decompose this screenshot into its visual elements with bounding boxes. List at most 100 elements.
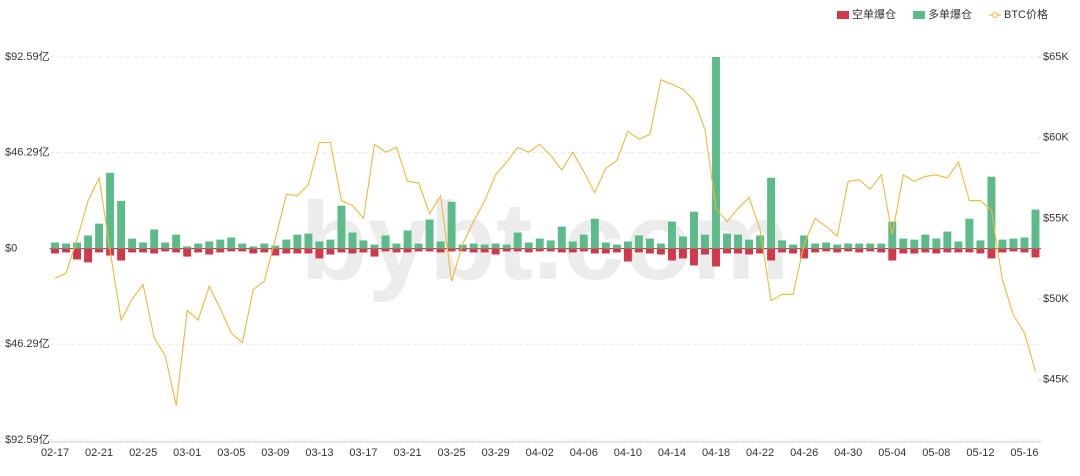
- bar: [976, 240, 985, 249]
- bar: [568, 248, 577, 253]
- bar: [612, 244, 621, 249]
- bar: [458, 248, 467, 252]
- bar: [51, 248, 59, 254]
- y-tick-label: $92.59亿: [5, 50, 50, 63]
- bar: [403, 230, 412, 249]
- bar: [95, 248, 104, 253]
- bar: [767, 177, 776, 249]
- bar: [172, 248, 181, 253]
- bar: [634, 248, 643, 253]
- bar: [84, 235, 93, 249]
- bar: [150, 229, 159, 249]
- bar: [491, 248, 500, 255]
- bar: [513, 232, 522, 249]
- bar: [910, 239, 919, 249]
- bar: [392, 243, 401, 249]
- bar: [414, 243, 423, 249]
- bar: [546, 248, 555, 252]
- bar: [359, 248, 368, 253]
- bar: [778, 240, 787, 249]
- bar: [998, 248, 1007, 253]
- bar: [767, 248, 776, 261]
- bar: [568, 241, 577, 249]
- bar: [877, 248, 886, 253]
- bar: [1031, 248, 1040, 258]
- bar: [370, 248, 379, 257]
- bar: [469, 248, 478, 253]
- bar: [866, 243, 875, 249]
- bar: [337, 205, 346, 249]
- bar: [690, 248, 698, 266]
- bar: [734, 234, 743, 249]
- bar: [623, 248, 632, 262]
- bar: [833, 248, 842, 253]
- legend-swatch: [913, 11, 925, 19]
- bar: [348, 232, 357, 249]
- bar: [701, 234, 709, 249]
- bar: [723, 248, 731, 254]
- bar: [678, 248, 687, 259]
- bar: [425, 248, 434, 252]
- bar: [987, 248, 996, 259]
- bar: [634, 235, 643, 249]
- x-tick-label: 03-01: [173, 447, 201, 459]
- bar: [1031, 209, 1040, 249]
- bar: [194, 243, 203, 249]
- x-tick-label: 05-04: [878, 447, 906, 459]
- bar: [667, 248, 676, 261]
- bar: [205, 241, 214, 249]
- bar: [172, 234, 181, 249]
- bar: [326, 248, 335, 255]
- bar: [756, 248, 765, 254]
- bar: [866, 248, 875, 252]
- bar: [745, 239, 754, 249]
- bar: [227, 248, 236, 252]
- bar: [150, 248, 159, 254]
- x-tick-label: 02-25: [129, 447, 157, 459]
- bar: [117, 200, 126, 249]
- bar: [888, 248, 897, 261]
- bar: [524, 248, 533, 253]
- bar: [249, 246, 258, 249]
- bar: [734, 248, 743, 254]
- y2-tick-label: $50K: [1043, 293, 1069, 305]
- bar: [579, 248, 588, 252]
- bar: [414, 248, 423, 252]
- bar: [943, 231, 952, 249]
- bar: [601, 248, 610, 254]
- x-tick-label: 04-18: [702, 447, 730, 459]
- bar: [117, 248, 126, 261]
- bar: [84, 248, 93, 263]
- bar: [579, 234, 588, 249]
- bar: [1020, 248, 1029, 253]
- bar: [535, 248, 544, 252]
- bar: [623, 241, 632, 249]
- bar: [855, 243, 864, 249]
- bar: [51, 242, 59, 249]
- legend-label: 多单爆仓: [928, 7, 972, 21]
- bar: [1020, 237, 1029, 249]
- bar: [392, 248, 401, 253]
- bar: [811, 248, 820, 253]
- bar: [436, 248, 445, 253]
- bar: [359, 240, 368, 249]
- y-tick-label: $46.29亿: [5, 146, 50, 159]
- x-tick-label: 03-13: [305, 447, 333, 459]
- bar: [425, 219, 434, 249]
- bar: [524, 242, 533, 249]
- bar: [844, 243, 853, 249]
- x-tick-label: 04-30: [834, 447, 862, 459]
- x-tick-label: 03-25: [438, 447, 466, 459]
- bar: [800, 235, 809, 249]
- x-tick-label: 03-29: [482, 447, 510, 459]
- bar: [612, 248, 621, 253]
- bar: [932, 248, 941, 254]
- x-tick-label: 04-14: [658, 447, 686, 459]
- legend-label: BTC价格: [1004, 7, 1048, 21]
- bar: [205, 248, 214, 255]
- bar: [502, 248, 511, 252]
- bar: [260, 243, 269, 249]
- y-tick-label: $46.29亿: [5, 337, 50, 350]
- x-tick-label: 04-06: [570, 447, 598, 459]
- bar: [381, 235, 390, 249]
